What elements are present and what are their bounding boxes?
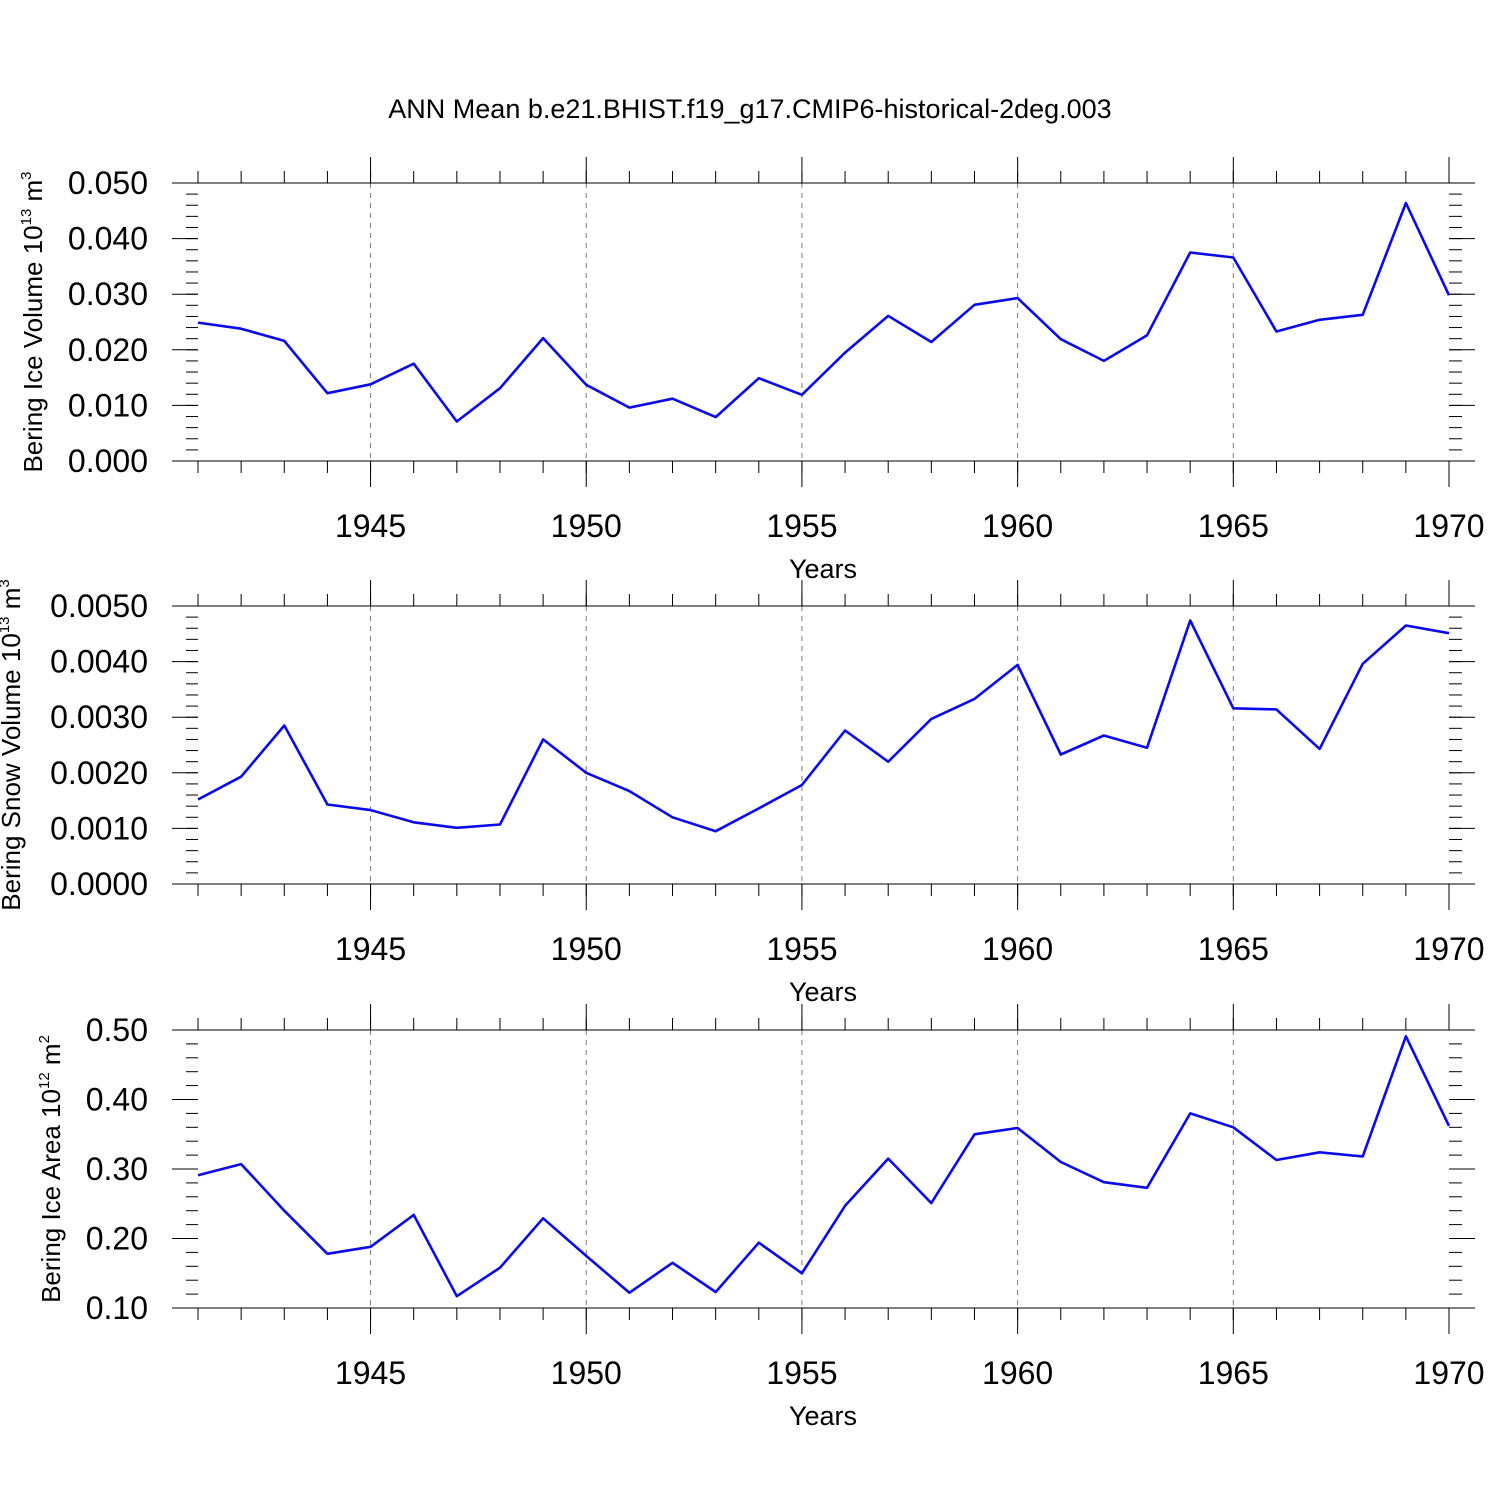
y-tick-label: 0.20 (86, 1221, 148, 1257)
x-tick-label: 1955 (766, 508, 837, 544)
x-tick-label: 1960 (982, 1355, 1053, 1391)
y-axis-title-unit: m (18, 180, 48, 209)
panel-snow-volume: 0.0000 0.0010 0.0020 0.0030 0.0040 0.0050 1945… (0, 579, 1485, 1007)
x-tick-label: 1955 (766, 931, 837, 967)
y-tick-label: 0.0050 (50, 588, 148, 624)
y-tick-label: 0.0010 (50, 810, 148, 846)
y-axis-title: Bering Ice Volume 1013 m3 (18, 171, 48, 472)
panel-ice-volume: 0.000 0.010 0.020 0.030 0.040 0.050 1945 1950 19… (18, 157, 1485, 584)
y-axis-title-exponent: 13 (18, 209, 35, 226)
y-axis-title-unit-exponent: 3 (0, 579, 13, 587)
x-tick-label: 1945 (335, 1355, 406, 1391)
panel-ice-area: 0.10 0.20 0.30 0.40 0.50 1945 1950 1955 1960 1965… (36, 1004, 1485, 1431)
y-tick-label: 0.000 (68, 443, 148, 479)
y-tick-label: 0.0040 (50, 644, 148, 680)
y-axis-title-text: Bering Snow Volume 10 (0, 633, 26, 911)
x-tick-label: 1965 (1198, 508, 1269, 544)
x-tick-label: 1960 (982, 508, 1053, 544)
x-tick-label: 1950 (551, 1355, 622, 1391)
y-axis-title-exponent: 13 (0, 617, 13, 634)
x-axis-title: Years (789, 1401, 857, 1431)
series-line (197, 619, 1450, 833)
y-tick-label: 0.0000 (50, 866, 148, 902)
x-axis-title: Years (789, 554, 857, 584)
y-tick-label: 0.0030 (50, 699, 148, 735)
y-tick-label: 0.30 (86, 1151, 148, 1187)
y-axis-title: Bering Ice Area 1012 m2 (36, 1035, 66, 1303)
y-axis-title: Bering Snow Volume 1013 m3 (0, 579, 26, 910)
x-tick-label: 1960 (982, 931, 1053, 967)
x-tick-label: 1970 (1413, 1355, 1484, 1391)
x-tick-label: 1945 (335, 508, 406, 544)
x-tick-label: 1970 (1413, 931, 1484, 967)
y-axis-title-text: Bering Ice Volume 10 (18, 225, 48, 472)
x-tick-label: 1945 (335, 931, 406, 967)
y-tick-label: 0.040 (68, 221, 148, 257)
y-axis-title-unit: m (0, 588, 26, 617)
y-tick-label: 0.010 (68, 387, 148, 423)
series-line (197, 201, 1451, 423)
x-tick-label: 1950 (551, 931, 622, 967)
x-axis-title: Years (789, 977, 857, 1007)
x-tick-label: 1965 (1198, 1355, 1269, 1391)
x-tick-label: 1965 (1198, 931, 1269, 967)
y-axis-title-unit: m (36, 1043, 66, 1072)
figure-title: ANN Mean b.e21.BHIST.f19_g17.CMIP6-histo… (388, 94, 1111, 124)
y-axis-title-unit-exponent: 2 (36, 1035, 53, 1043)
series-line (197, 1035, 1451, 1298)
y-tick-label: 0.10 (86, 1290, 148, 1326)
y-tick-label: 0.030 (68, 276, 148, 312)
y-axis-title-exponent: 12 (36, 1072, 53, 1089)
x-tick-label: 1970 (1413, 508, 1484, 544)
y-tick-label: 0.50 (86, 1012, 148, 1048)
y-tick-label: 0.050 (68, 165, 148, 201)
y-tick-label: 0.0020 (50, 755, 148, 791)
y-tick-label: 0.020 (68, 332, 148, 368)
y-tick-label: 0.40 (86, 1082, 148, 1118)
x-tick-label: 1955 (766, 1355, 837, 1391)
y-axis-title-unit-exponent: 3 (18, 171, 35, 179)
y-axis-title-text: Bering Ice Area 10 (36, 1089, 66, 1303)
x-tick-label: 1950 (551, 508, 622, 544)
